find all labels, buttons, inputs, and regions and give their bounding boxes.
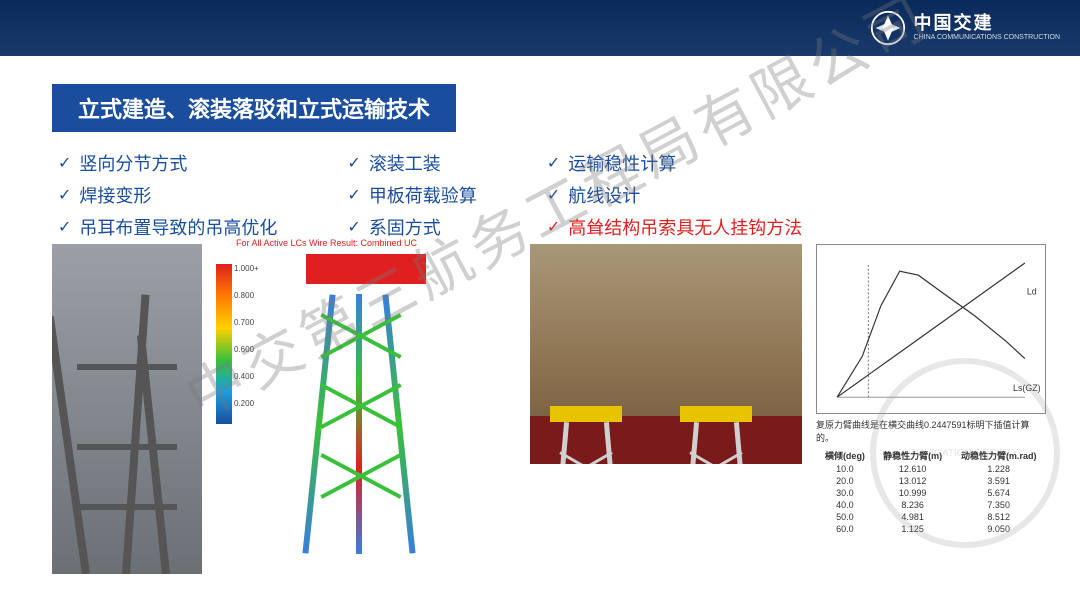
logo-text-cn: 中国交建	[914, 14, 1060, 34]
fea-stress-model: For All Active LCs Wire Result: Combined…	[216, 244, 516, 574]
table-header: 静稳性力臂(m)	[874, 448, 952, 463]
fea-colorbar-labels: 1.000+0.8000.7000.6000.4000.200	[234, 264, 259, 408]
fea-colorbar	[216, 264, 232, 424]
chart-svg: Ld Ls(GZ)	[817, 245, 1045, 413]
fea-title: For All Active LCs Wire Result: Combined…	[236, 238, 417, 248]
svg-text:Ld: Ld	[1027, 286, 1037, 296]
bullet-text: 甲板荷载验算	[369, 182, 477, 208]
bullet-text: 高耸结构吊索具无人挂钩方法	[568, 214, 802, 240]
bullet-item: ✓ 系固方式	[347, 214, 476, 240]
bullet-text: 系固方式	[369, 214, 441, 240]
table-row: 50.04.9818.512	[816, 511, 1046, 523]
check-icon: ✓	[58, 217, 71, 237]
bullet-item: ✓ 焊接变形	[58, 182, 277, 208]
check-icon: ✓	[547, 217, 560, 237]
bullet-item: ✓ 滚装工装	[347, 150, 476, 176]
bullet-item: ✓ 航线设计	[547, 182, 802, 208]
bullet-text: 吊耳布置导致的吊高优化	[79, 214, 277, 240]
slide-title: 立式建造、滚装落驳和立式运输技术	[52, 84, 456, 132]
logo: 中国交建 CHINA COMMUNICATIONS CONSTRUCTION	[870, 10, 1060, 46]
cccc-logo-icon	[870, 10, 906, 46]
table-row: 20.013.0123.591	[816, 475, 1046, 487]
bullet-text: 运输稳性计算	[568, 150, 676, 176]
figure-row: For All Active LCs Wire Result: Combined…	[0, 244, 1080, 584]
table-header: 横倾(deg)	[816, 448, 874, 463]
svg-text:Ls(GZ): Ls(GZ)	[1013, 383, 1041, 393]
check-icon: ✓	[547, 153, 560, 173]
check-icon: ✓	[347, 185, 360, 205]
check-icon: ✓	[58, 185, 71, 205]
bullet-columns: ✓ 竖向分节方式 ✓ 焊接变形 ✓ 吊耳布置导致的吊高优化 ✓ 滚装工装 ✓ 甲板荷载验算 ✓ 系固方…	[58, 150, 1080, 240]
bullet-item: ✓ 甲板荷载验算	[347, 182, 476, 208]
gz-curve-chart: Ld Ls(GZ)	[816, 244, 1046, 414]
table-row: 40.08.2367.350	[816, 499, 1046, 511]
bullet-text: 竖向分节方式	[79, 150, 187, 176]
table-row: 60.01.1259.050	[816, 523, 1046, 535]
stability-chart-block: LdLs(GZ) 复原力臂曲线是在横交曲线0.2447591标明下插值计算的。 …	[816, 244, 1046, 584]
logo-text-en: CHINA COMMUNICATIONS CONSTRUCTION	[914, 34, 1060, 42]
bullet-text: 焊接变形	[79, 182, 151, 208]
bullet-text: 航线设计	[568, 182, 640, 208]
check-icon: ✓	[547, 185, 560, 205]
check-icon: ✓	[58, 153, 71, 173]
bullet-item: ✓ 竖向分节方式	[58, 150, 277, 176]
table-row: 30.010.9995.674	[816, 487, 1046, 499]
table-header: 动稳性力臂(m.rad)	[951, 448, 1046, 463]
bullet-item: ✓ 运输稳性计算	[547, 150, 802, 176]
photo-barge-transport	[530, 244, 802, 464]
header-bar: 中国交建 CHINA COMMUNICATIONS CONSTRUCTION	[0, 0, 1080, 56]
stability-table: 横倾(deg)静稳性力臂(m)动稳性力臂(m.rad) 10.012.6101.…	[816, 448, 1046, 535]
check-icon: ✓	[347, 217, 360, 237]
bullet-text: 滚装工装	[369, 150, 441, 176]
chart-caption: 复原力臂曲线是在横交曲线0.2447591标明下插值计算的。	[816, 418, 1046, 444]
bullet-item: ✓ 高耸结构吊索具无人挂钩方法	[547, 214, 802, 240]
check-icon: ✓	[347, 153, 360, 173]
bullet-item: ✓ 吊耳布置导致的吊高优化	[58, 214, 277, 240]
table-row: 10.012.6101.228	[816, 463, 1046, 475]
photo-construction-site	[52, 244, 202, 574]
